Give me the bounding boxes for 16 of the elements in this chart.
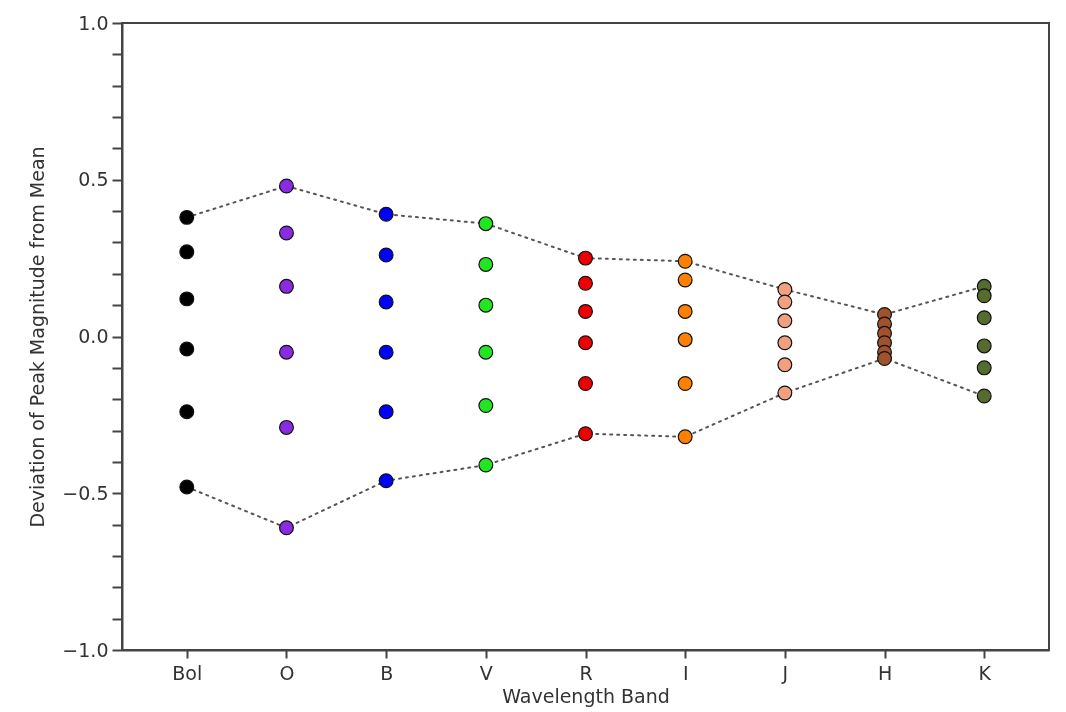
x-tick-label: R xyxy=(579,661,593,684)
x-tick-label: O xyxy=(279,661,295,684)
x-axis-title: Wavelength Band xyxy=(502,684,670,707)
x-tick-label: H xyxy=(877,661,893,684)
x-tick-label: B xyxy=(380,661,394,684)
x-tick-label: V xyxy=(479,661,493,684)
y-tick-label: 0.0 xyxy=(78,325,109,347)
y-tick-label: −1.0 xyxy=(62,638,109,661)
x-tick-label: J xyxy=(781,661,789,684)
y-tick-label: 1.0 xyxy=(78,11,109,34)
y-tick-label: −0.5 xyxy=(62,481,109,504)
y-axis-title: Deviation of Peak Magnitude from Mean xyxy=(26,146,49,528)
x-tick-label: I xyxy=(682,661,689,684)
x-tick-label: Bol xyxy=(172,661,203,684)
y-tick-label: 0.5 xyxy=(78,168,109,191)
x-tick-label: K xyxy=(978,661,992,684)
